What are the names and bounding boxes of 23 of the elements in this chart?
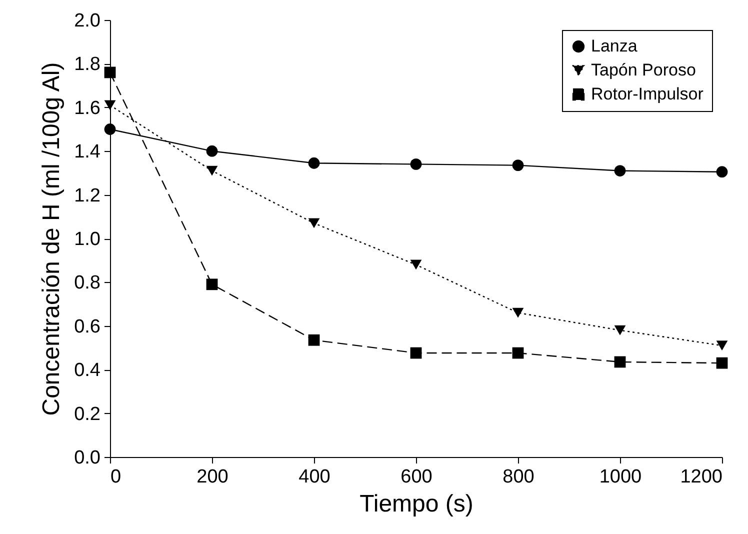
y-tick-label: 2.0: [74, 10, 100, 32]
x-axis-title: Tiempo (s): [360, 490, 474, 518]
y-tick-label: 0.4: [74, 360, 101, 382]
y-tick-label: 1.4: [74, 142, 101, 163]
x-tick-label: 200: [196, 466, 228, 488]
y-tick-label: 1.0: [74, 229, 100, 250]
legend-label: Rotor-Impulsor: [591, 84, 704, 104]
y-tick-label: 0.8: [74, 272, 100, 294]
legend-label: Lanza: [591, 36, 638, 56]
y-tick-label: 1.6: [74, 98, 100, 119]
y-tick-label: 0.6: [74, 316, 100, 338]
x-tick-label: 600: [400, 466, 432, 488]
y-tick-label: 1.8: [74, 54, 100, 76]
x-tick-label: 1000: [599, 466, 642, 488]
legend-label: Tapón Poroso: [591, 60, 696, 80]
x-tick-label: 800: [502, 466, 534, 488]
x-tick-label: 0: [110, 466, 122, 488]
y-axis-title: Concentración de H (ml /100g Al): [38, 62, 66, 416]
y-tick-label: 0.2: [74, 404, 100, 425]
y-tick-label: 1.2: [74, 185, 100, 206]
x-tick-label: 1200: [680, 466, 722, 488]
y-tick-label: 0.0: [74, 448, 100, 468]
x-tick-label: 400: [298, 466, 330, 488]
